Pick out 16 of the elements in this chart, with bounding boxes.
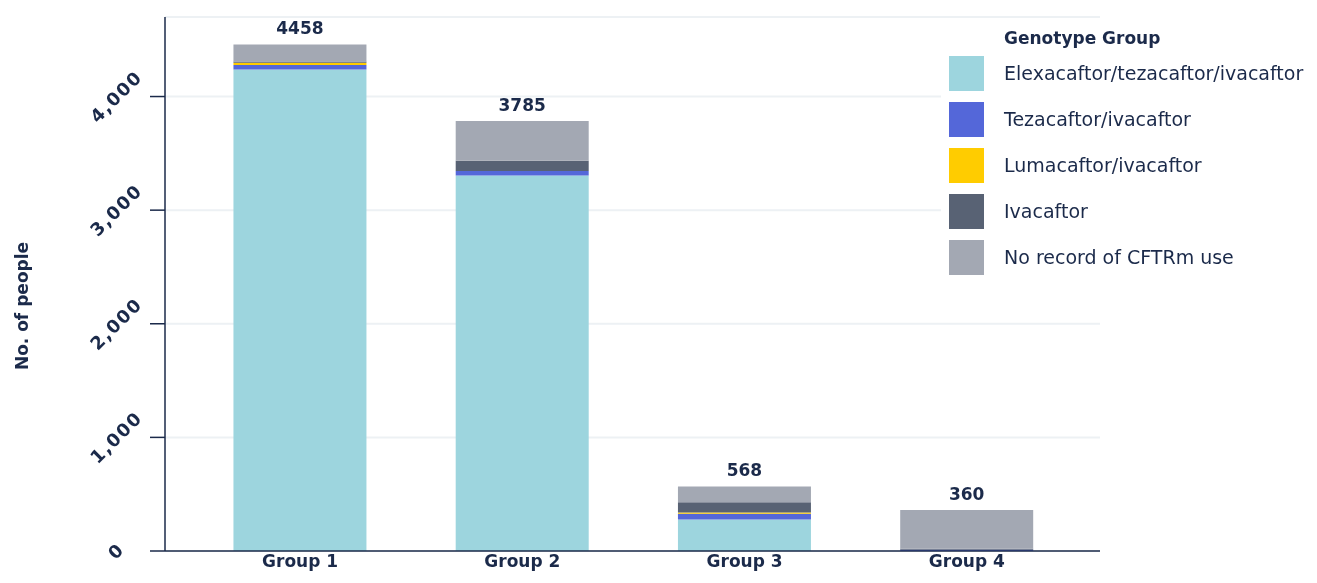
legend-label: No record of CFTRm use (1004, 246, 1234, 268)
legend-title: Genotype Group (1004, 27, 1162, 50)
legend-label: Ivacaftor (1004, 200, 1088, 222)
x-tick-label: Group 3 (706, 551, 783, 571)
legend-label: Elexacaftor/tezacaftor/ivacaftor (1004, 62, 1304, 84)
total-label: 4458 (276, 18, 324, 39)
x-tick-label: Group 1 (262, 551, 339, 571)
x-tick-label: Group 4 (928, 551, 1006, 571)
x-tick-label: Group 2 (484, 551, 561, 571)
legend-label: Lumacaftor/ivacaftor (1004, 154, 1202, 176)
y-axis-title: No. of people (12, 241, 32, 371)
total-label: 360 (948, 484, 985, 505)
total-label: 3785 (498, 94, 546, 115)
legend-label: Tezacaftor/ivacaftor (1004, 108, 1191, 130)
y-tick-label: 0 (103, 538, 129, 564)
total-label: 568 (726, 460, 763, 481)
